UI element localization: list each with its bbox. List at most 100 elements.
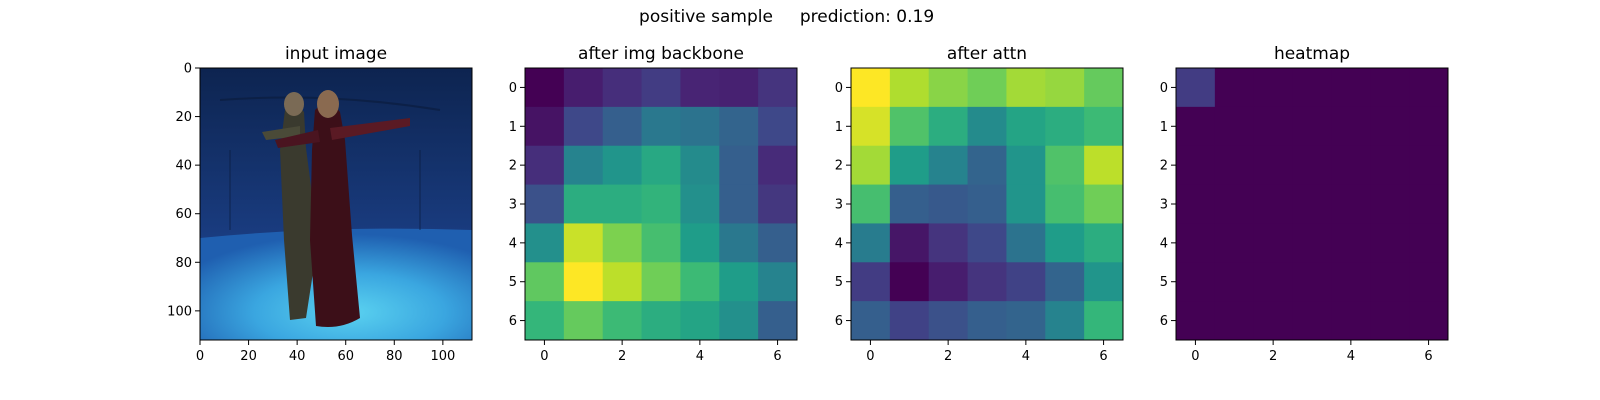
y-tick-label: 60 — [175, 207, 192, 222]
heatmap-cell — [1045, 301, 1085, 341]
heatmap-cell — [967, 262, 1007, 302]
y-tick-label: 40 — [175, 159, 192, 174]
heatmap-cell — [928, 106, 969, 147]
figure-title-left: positive sample — [639, 7, 773, 27]
heatmap-cell — [1084, 106, 1124, 147]
heatmap-cell — [1084, 262, 1124, 302]
y-tick-label: 1 — [509, 120, 517, 135]
heatmap-cell — [641, 223, 681, 263]
heatmap-cell — [1176, 145, 1216, 186]
heatmap-cell — [1176, 223, 1216, 263]
heatmap-cell — [1331, 145, 1371, 186]
heatmap-cell — [851, 223, 891, 263]
y-tick-label: 100 — [167, 304, 192, 319]
y-tick-label: 1 — [835, 120, 843, 135]
heatmap-cell — [928, 145, 969, 186]
heatmap-cell — [1370, 184, 1410, 224]
heatmap-cell — [758, 262, 798, 302]
y-tick-label: 0 — [835, 81, 843, 96]
heatmap-cell — [1214, 301, 1255, 341]
x-tick-label: 6 — [773, 349, 781, 364]
heatmap-cell — [1176, 68, 1216, 108]
heatmap-cell — [967, 184, 1007, 224]
heatmap-cell — [525, 68, 565, 108]
heatmap-cell — [851, 145, 891, 186]
heatmap-cell — [1045, 145, 1085, 186]
heatmap-cell — [967, 301, 1007, 341]
panel-title: heatmap — [1274, 44, 1350, 64]
heatmap-cell — [1409, 145, 1449, 186]
heatmap-cell — [928, 68, 969, 108]
heatmap-cell — [1045, 184, 1085, 224]
x-tick-label: 4 — [1022, 349, 1030, 364]
heatmap-cell — [889, 145, 930, 186]
y-tick-label: 2 — [509, 159, 517, 174]
y-tick-label: 3 — [1160, 198, 1168, 213]
heatmap-cell — [1253, 223, 1294, 263]
heatmap-cell — [1370, 301, 1410, 341]
heatmap-cell — [1331, 262, 1371, 302]
y-tick-label: 6 — [1160, 314, 1168, 329]
heatmap-cell — [525, 301, 565, 341]
heatmap-cell — [1045, 68, 1085, 108]
x-tick-label: 0 — [540, 349, 548, 364]
heatmap-cell — [525, 262, 565, 302]
panel-title: after img backbone — [578, 44, 744, 64]
heatmap-cell — [602, 184, 643, 224]
y-tick-label: 6 — [835, 314, 843, 329]
heatmap-cell — [602, 68, 643, 108]
heatmap-cell — [1084, 145, 1124, 186]
heatmap-cell — [1253, 106, 1294, 147]
heatmap-cell — [563, 145, 604, 186]
heatmap-cell — [719, 68, 759, 108]
heatmap-cell — [602, 301, 643, 341]
heatmap-cell — [563, 301, 604, 341]
heatmap-cell — [680, 301, 720, 341]
heatmap-cell — [1253, 301, 1294, 341]
x-tick-label: 0 — [866, 349, 874, 364]
heatmap-cell — [1045, 262, 1085, 302]
heatmap-cell — [889, 262, 930, 302]
heatmap-cell — [851, 184, 891, 224]
heatmap-cell — [928, 184, 969, 224]
heatmap-cell — [641, 262, 681, 302]
heatmap-cell — [680, 106, 720, 147]
heatmap-cell — [758, 223, 798, 263]
y-tick-label: 1 — [1160, 120, 1168, 135]
y-tick-label: 5 — [509, 275, 517, 290]
y-tick-label: 3 — [509, 198, 517, 213]
y-tick-label: 20 — [175, 110, 192, 125]
heatmap-cell — [928, 301, 969, 341]
y-tick-label: 4 — [1160, 236, 1168, 251]
input-photo — [200, 68, 472, 340]
heatmap-cell — [1084, 301, 1124, 341]
heatmap-cell — [1292, 223, 1332, 263]
heatmap-cell — [1331, 184, 1371, 224]
heatmap-cell — [602, 145, 643, 186]
y-tick-label: 3 — [835, 198, 843, 213]
heatmap-cell — [758, 184, 798, 224]
heatmap-cell — [719, 145, 759, 186]
y-tick-label: 2 — [1160, 159, 1168, 174]
heatmap-cell — [680, 223, 720, 263]
heatmap-cell — [525, 106, 565, 147]
heatmap-cell — [1006, 184, 1046, 224]
heatmap-cell — [525, 145, 565, 186]
heatmap-cell — [641, 184, 681, 224]
heatmap-cell — [851, 262, 891, 302]
x-tick-label: 20 — [240, 349, 257, 364]
heatmap-cell — [1331, 68, 1371, 108]
heatmap-cell — [928, 262, 969, 302]
heatmap-cell — [1084, 68, 1124, 108]
heatmap-cell — [889, 184, 930, 224]
heatmap-cell — [1409, 301, 1449, 341]
heatmap-cell — [967, 106, 1007, 147]
heatmap-cell — [719, 106, 759, 147]
heatmap-cell — [1006, 68, 1046, 108]
y-tick-label: 0 — [509, 81, 517, 96]
heatmap-cell — [889, 223, 930, 263]
heatmap-cell — [1409, 106, 1449, 147]
heatmap-cell — [719, 223, 759, 263]
heatmap-cell — [1006, 223, 1046, 263]
heatmap-cell — [563, 106, 604, 147]
